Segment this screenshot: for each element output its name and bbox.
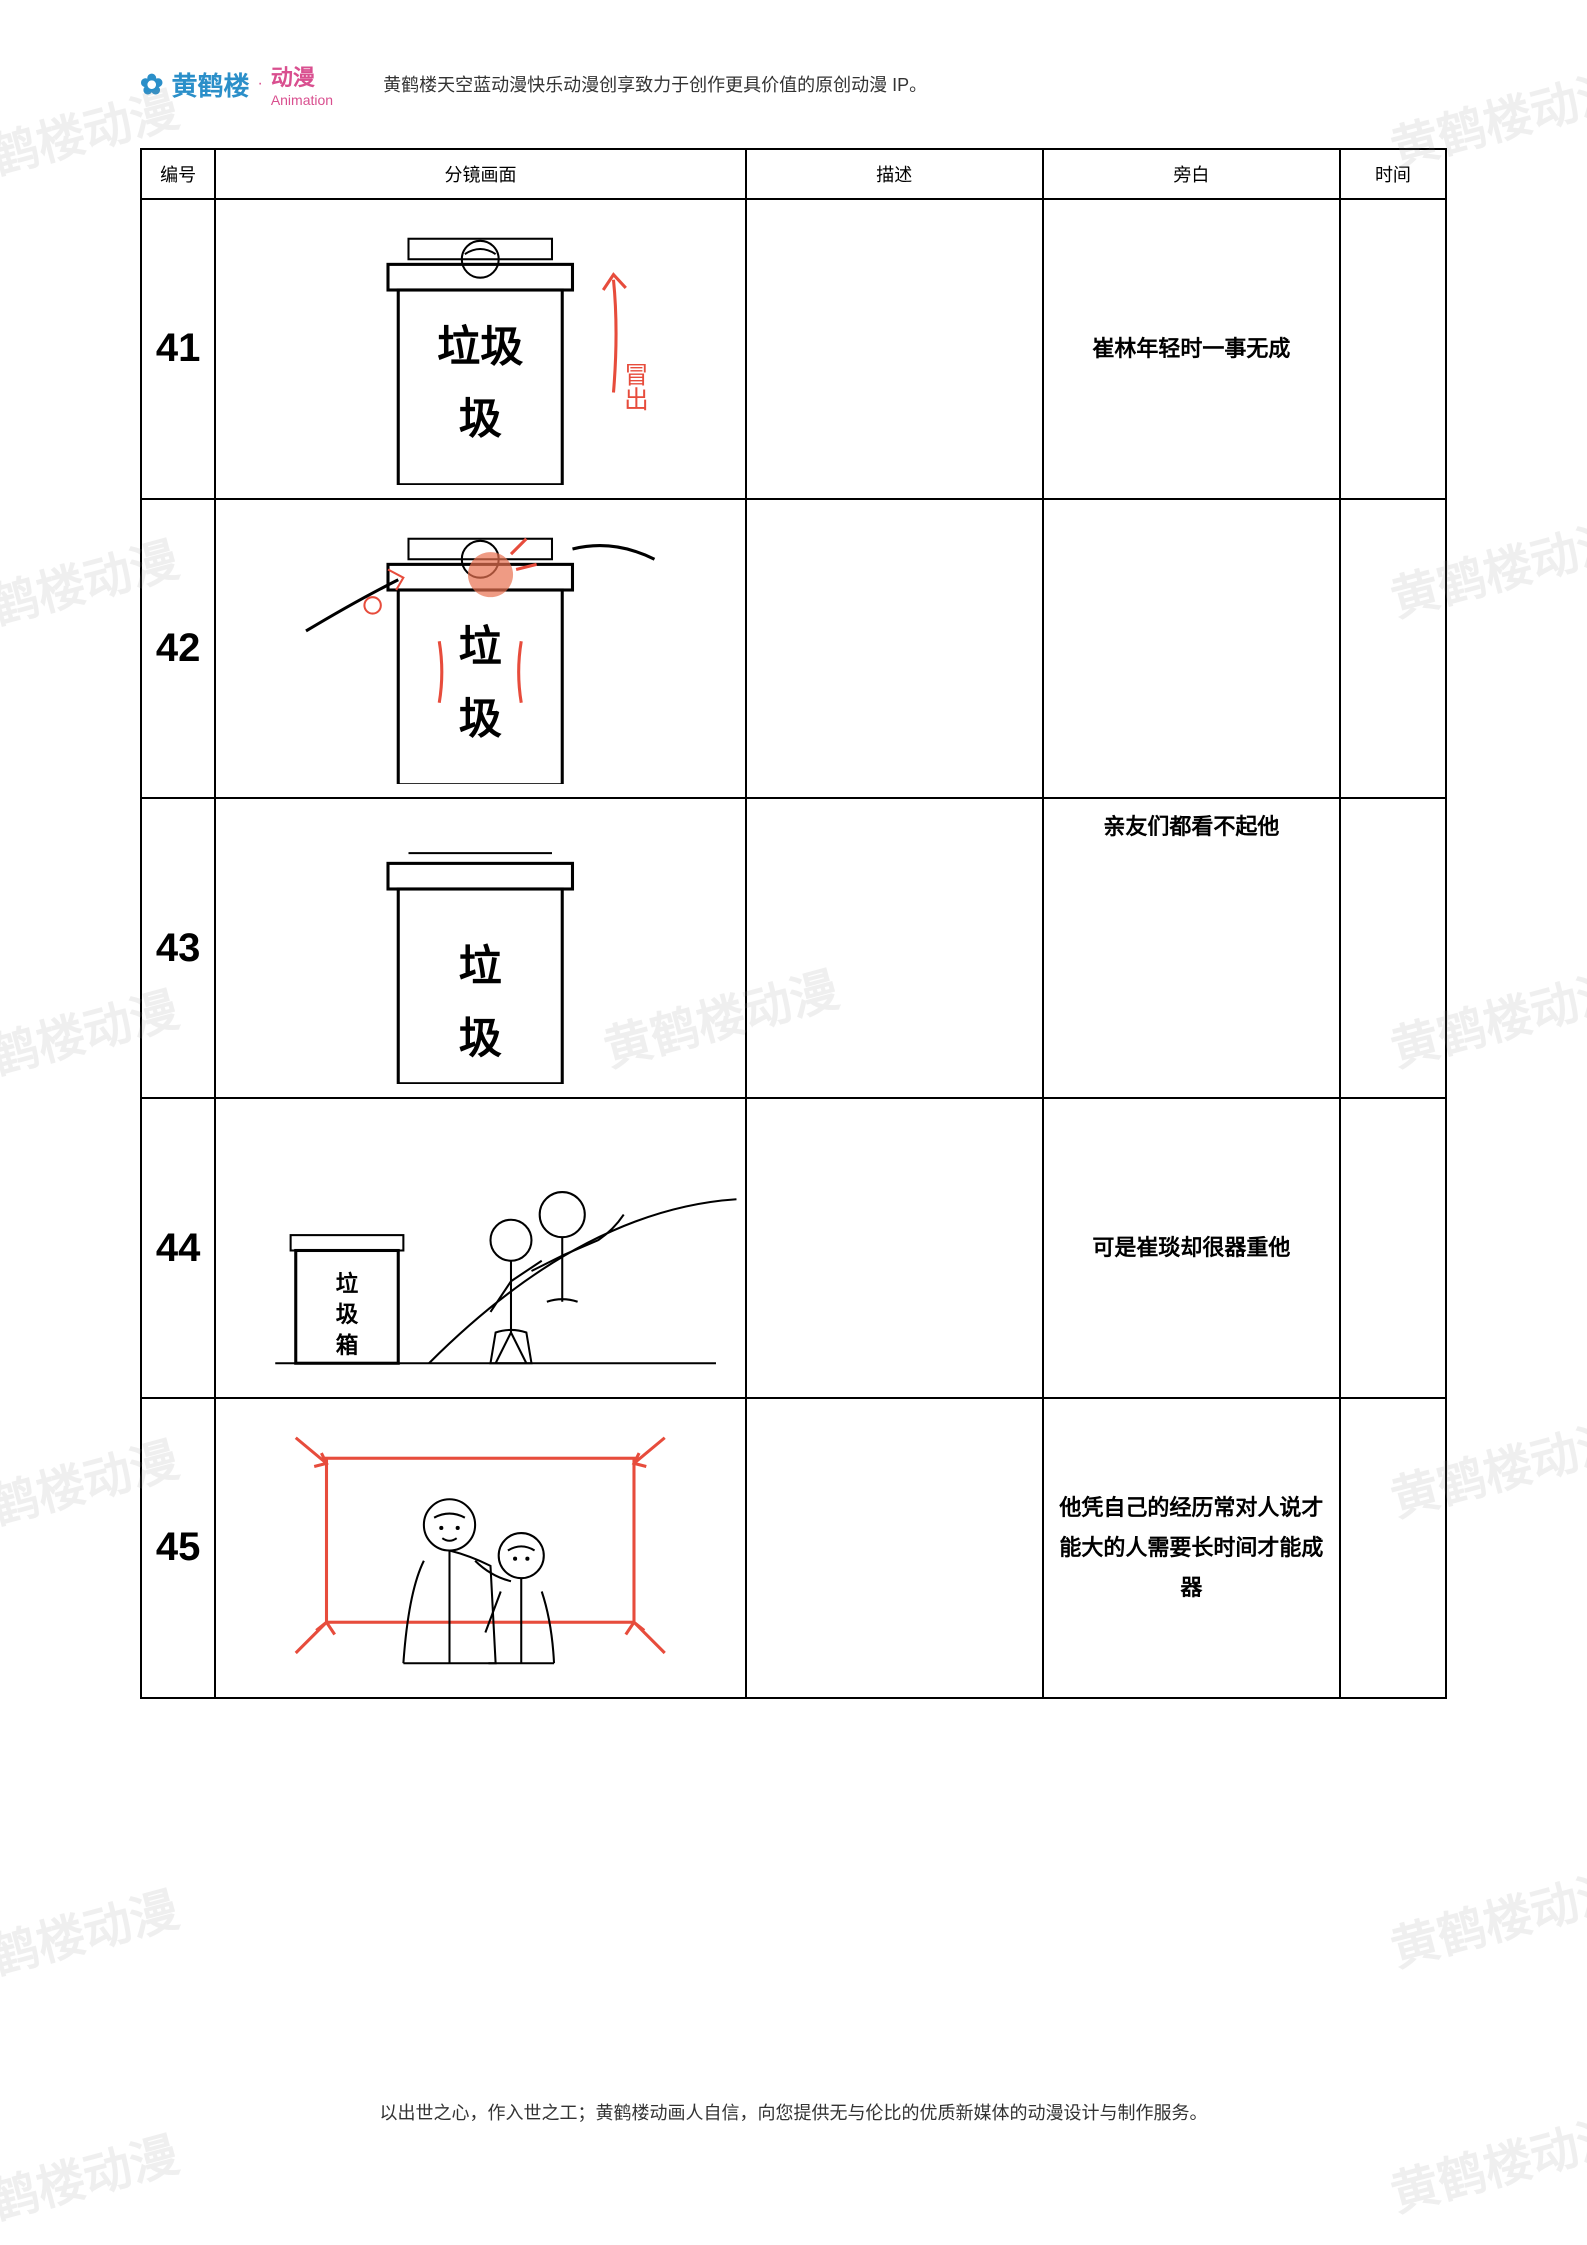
svg-text:垃圾: 垃圾 [437,324,523,372]
storyboard-sketch-41: 垃圾 圾 冒出 [224,208,736,485]
frame-desc [746,798,1043,1098]
frame-narration [1043,499,1340,799]
frame-narration: 亲友们都看不起他 [1043,798,1340,1098]
watermark: 黄鹤楼动漫 [0,1870,185,2000]
svg-text:圾: 圾 [459,395,502,443]
frame-narration: 他凭自己的经历常对人说才能大的人需要长时间才能成器 [1043,1398,1340,1698]
svg-text:垃: 垃 [336,1271,359,1297]
svg-text:垃: 垃 [459,623,502,671]
storyboard-sketch-43: 垃 圾 [224,807,736,1084]
frame-time [1340,798,1446,1098]
frame-image: 垃 圾 [215,798,745,1098]
frame-image: 垃 圾 箱 [215,1098,745,1398]
svg-text:冒出: 冒出 [621,362,648,411]
header-desc: 描述 [746,149,1043,199]
header-time: 时间 [1340,149,1446,199]
table-row: 43 垃 圾 亲友们都看不起他 [141,798,1446,1098]
frame-number: 45 [141,1398,215,1698]
svg-text:箱: 箱 [336,1332,359,1358]
table-row: 41 垃圾 圾 冒出 [141,199,1446,499]
logo-icon: ✿ [140,68,163,101]
header-frame: 分镜画面 [215,149,745,199]
logo-brand-anim: 动漫 [271,60,315,92]
watermark: 黄鹤楼动漫 [0,2115,185,2245]
table-header-row: 编号 分镜画面 描述 旁白 时间 [141,149,1446,199]
svg-text:圾: 圾 [459,695,502,743]
logo-brand-en: Animation [271,92,333,108]
frame-number: 42 [141,499,215,799]
svg-text:圾: 圾 [336,1302,359,1327]
storyboard-table: 编号 分镜画面 描述 旁白 时间 41 垃圾 圾 [140,148,1447,1699]
storyboard-sketch-45 [224,1407,736,1684]
page-header: ✿ 黄鹤楼 · 动漫 Animation 黄鹤楼天空蓝动漫快乐动漫创享致力于创作… [140,60,1447,108]
frame-time [1340,1098,1446,1398]
frame-narration: 可是崔琰却很器重他 [1043,1098,1340,1398]
watermark: 黄鹤楼动漫 [1382,1850,1587,1980]
frame-narration: 崔林年轻时一事无成 [1043,199,1340,499]
storyboard-sketch-44: 垃 圾 箱 [224,1107,736,1384]
header-narration: 旁白 [1043,149,1340,199]
frame-image: 垃 圾 [215,499,745,799]
frame-time [1340,199,1446,499]
header-num: 编号 [141,149,215,199]
frame-desc [746,199,1043,499]
logo-brand-cn: 黄鹤楼 [171,66,249,103]
frame-time [1340,499,1446,799]
frame-desc [746,1398,1043,1698]
page-footer: 以出世之心，作入世之工；黄鹤楼动画人自信，向您提供无与伦比的优质新媒体的动漫设计… [140,2099,1447,2125]
frame-time [1340,1398,1446,1698]
frame-image: 垃圾 圾 冒出 [215,199,745,499]
frame-desc [746,499,1043,799]
storyboard-sketch-42: 垃 圾 [224,508,736,785]
frame-number: 43 [141,798,215,1098]
table-row: 45 [141,1398,1446,1698]
svg-text:圾: 圾 [459,1015,502,1063]
svg-text:垃: 垃 [459,944,502,992]
frame-image [215,1398,745,1698]
frame-number: 44 [141,1098,215,1398]
frame-desc [746,1098,1043,1398]
logo: ✿ 黄鹤楼 · 动漫 Animation [140,60,333,108]
table-row: 42 垃 圾 [141,499,1446,799]
header-tagline: 黄鹤楼天空蓝动漫快乐动漫创享致力于创作更具价值的原创动漫 IP。 [383,71,927,97]
frame-number: 41 [141,199,215,499]
table-row: 44 垃 圾 箱 [141,1098,1446,1398]
